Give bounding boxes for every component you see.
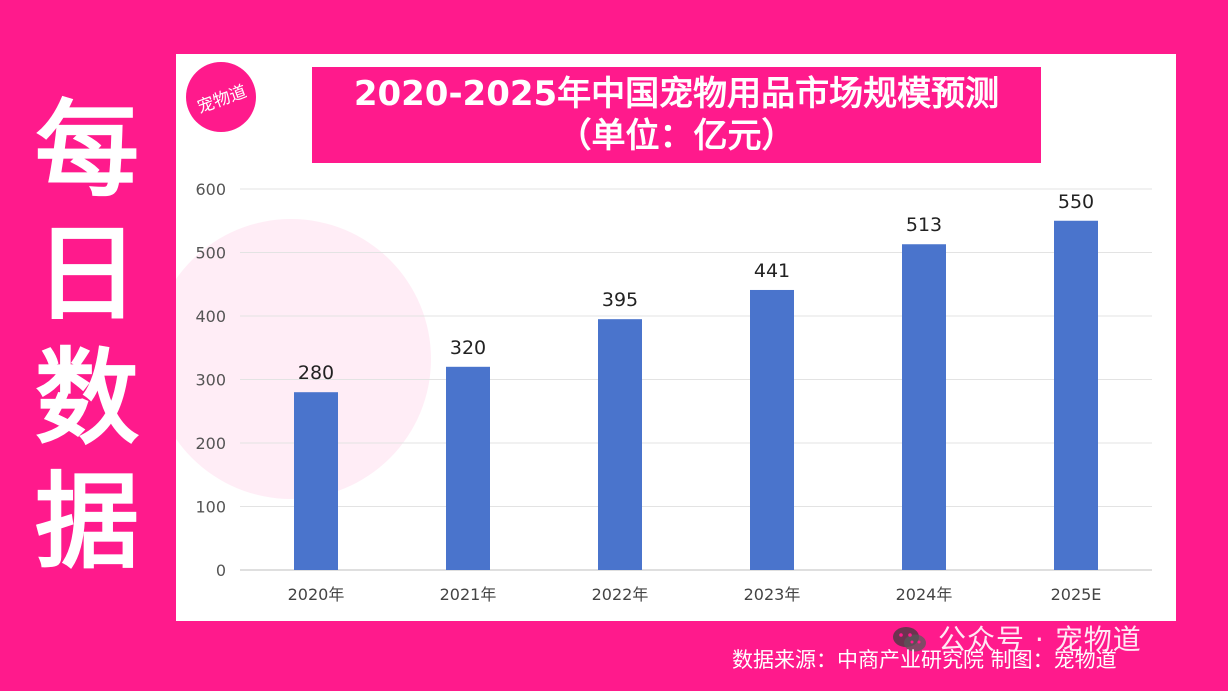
y-tick-label: 600 [195, 180, 226, 199]
data-label: 280 [298, 362, 334, 384]
brand-logo-mark: 宠物道 [195, 82, 250, 118]
side-title: 每 日 数 据 [22, 88, 152, 584]
chart-title-box: 2020-2025年中国宠物用品市场规模预测 （单位：亿元） [312, 67, 1041, 163]
x-tick-label: 2025E [1051, 585, 1102, 604]
x-tick-label: 2021年 [440, 585, 497, 604]
grid-lines [240, 188, 1152, 571]
data-label: 320 [450, 337, 486, 359]
bar [750, 289, 794, 570]
side-title-char: 数 [34, 337, 139, 459]
x-tick-label: 2023年 [744, 585, 801, 604]
x-tick-label: 2024年 [896, 585, 953, 604]
chart-title: 2020-2025年中国宠物用品市场规模预测 [353, 74, 1000, 114]
wechat-credit: 公众号 · 宠物道 [892, 620, 1142, 660]
data-label: 513 [906, 214, 942, 236]
x-tick-label: 2020年 [288, 585, 345, 604]
y-tick-label: 500 [195, 244, 226, 263]
brand-logo: 宠物道 [186, 62, 256, 132]
bar [294, 392, 338, 570]
side-title-char: 日 [34, 213, 139, 335]
bar [446, 366, 490, 570]
wechat-icon [892, 625, 928, 655]
x-tick-label: 2022年 [592, 585, 649, 604]
data-label: 395 [602, 289, 638, 311]
y-tick-label: 400 [195, 307, 226, 326]
source-credit: 数据来源：中商产业研究院 制图：宠物道 [732, 648, 1117, 672]
y-tick-label: 200 [195, 434, 226, 453]
brand-logo-text: 宠物道 [195, 82, 250, 118]
y-tick-label: 0 [216, 561, 226, 580]
y-tick-label: 100 [195, 498, 226, 517]
bar [1054, 220, 1098, 570]
side-title-char: 每 [34, 89, 139, 211]
bar [902, 244, 946, 570]
data-label: 441 [754, 260, 790, 282]
side-title-char: 据 [34, 461, 139, 583]
bar [598, 319, 642, 570]
x-axis: 2020年 2021年 2022年 2023年 2024年 2025E [288, 585, 1102, 604]
data-labels: 280 320 395 441 513 550 [298, 191, 1094, 384]
chart-subtitle: （单位：亿元） [557, 116, 796, 156]
watermark-logo [176, 219, 431, 499]
y-axis: 0 100 200 300 400 500 600 [195, 180, 226, 580]
y-tick-label: 300 [195, 371, 226, 390]
bars [294, 220, 1098, 570]
wechat-label: 公众号 · 宠物道 [938, 623, 1142, 656]
data-label: 550 [1058, 191, 1094, 213]
bar-chart: 0 100 200 300 400 500 600 280 320 395 441 513 550 2… [176, 180, 1152, 604]
